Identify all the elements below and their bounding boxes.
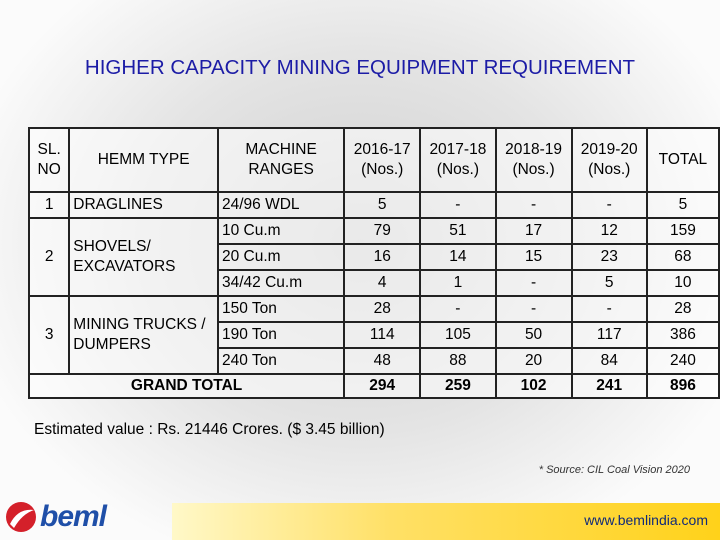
data-row: 34/42 Cu.m 4 1-5 10 xyxy=(29,269,720,297)
requirement-table: SL. NO HEMM TYPE MACHINE RANGES 2016-17 (No… xyxy=(27,127,720,399)
header-cell: MACHINE RANGES xyxy=(216,127,346,193)
header-cell: 2017-18 (Nos.) xyxy=(419,127,497,193)
value-cell: 114 xyxy=(343,321,422,349)
header-cell: 2019-20 (Nos.) xyxy=(570,127,648,193)
slide-title: HIGHER CAPACITY MINING EQUIPMENT REQUIRE… xyxy=(84,56,636,79)
value-cell: 28 xyxy=(645,295,720,323)
data-row: 190 Ton 114 105 50 117 386 xyxy=(29,321,720,349)
grand-total-label: GRAND TOTAL xyxy=(27,373,346,399)
sl-cell: 2 xyxy=(27,217,71,297)
value-cell: - xyxy=(494,191,573,219)
range-cell: 10 Cu.m xyxy=(216,217,346,245)
value-cell: - xyxy=(419,191,497,219)
value-cell: 68 xyxy=(645,243,720,271)
data-row: 3 MINING TRUCKS / DUMPERS 150 Ton 28- - -28 xyxy=(27,295,720,375)
value-cell: 51 xyxy=(419,217,497,245)
header-cell: 2018-19 (Nos.) xyxy=(494,127,573,193)
value-cell: - xyxy=(419,295,497,323)
value-cell: - xyxy=(494,295,573,323)
type-cell: DRAGLINES xyxy=(68,191,219,219)
range-cell: 240 Ton xyxy=(216,347,346,375)
sl-cell: 3 xyxy=(27,295,71,375)
value-cell: 17 xyxy=(494,217,573,245)
data-row: 1 DRAGLINES 24/96 WDL 5- - -5 xyxy=(27,191,720,219)
value-cell: 16 xyxy=(343,243,422,271)
value-cell: 386 xyxy=(645,321,720,349)
grand-total-cell: 102 xyxy=(494,373,573,399)
range-cell: 190 Ton xyxy=(216,321,346,349)
data-row: 2 SHOVELS/ EXCAVATORS 10 Cu.m 79 51 17 12 159 xyxy=(27,217,720,297)
value-cell: 23 xyxy=(570,243,648,271)
value-cell: 117 xyxy=(570,321,648,349)
range-cell: 20 Cu.m xyxy=(216,243,346,271)
value-cell: 84 xyxy=(570,347,648,375)
value-cell: 10 xyxy=(645,269,720,297)
value-cell: 4 xyxy=(343,269,422,297)
type-cell: MINING TRUCKS / DUMPERS xyxy=(68,295,219,375)
value-cell: 1 xyxy=(419,269,497,297)
estimate-note: Estimated value : Rs. 21446 Crores. ($ 3… xyxy=(34,421,385,438)
grand-total-cell: 896 xyxy=(645,373,720,399)
value-cell: 240 xyxy=(645,347,720,375)
value-cell: 48 xyxy=(343,347,422,375)
logo-mark xyxy=(6,502,36,532)
value-cell: 5 xyxy=(645,191,720,219)
footer-url: www.bemlindia.com xyxy=(584,512,708,528)
data-row: 20 Cu.m 16 14 15 23 68 xyxy=(29,243,720,271)
header-row: SL. NO HEMM TYPE MACHINE RANGES 2016-17 (No… xyxy=(27,127,720,193)
source-note: * Source: CIL Coal Vision 2020 xyxy=(538,464,690,476)
grand-total-cell: 259 xyxy=(419,373,497,399)
value-cell: 50 xyxy=(494,321,573,349)
value-cell: 20 xyxy=(494,347,573,375)
value-cell: 88 xyxy=(419,347,497,375)
sl-cell: 1 xyxy=(27,191,71,219)
type-cell: SHOVELS/ EXCAVATORS xyxy=(68,217,219,297)
logo-text: beml xyxy=(40,500,107,533)
footer-bar: www.bemlindia.com xyxy=(172,503,720,540)
value-cell: 12 xyxy=(570,217,648,245)
data-row: 240 Ton 48 88 20 84 240 xyxy=(29,347,720,375)
range-cell: 34/42 Cu.m xyxy=(216,269,346,297)
value-cell: 79 xyxy=(343,217,422,245)
value-cell: - xyxy=(570,295,648,323)
value-cell: 105 xyxy=(419,321,497,349)
value-cell: 5 xyxy=(343,191,422,219)
value-cell: 5 xyxy=(570,269,648,297)
range-cell: 150 Ton xyxy=(216,295,346,323)
value-cell: 159 xyxy=(645,217,720,245)
grand-total-cell: 241 xyxy=(570,373,648,399)
grand-total-cell: 294 xyxy=(343,373,422,399)
header-cell: SL. NO xyxy=(27,127,71,193)
value-cell: 15 xyxy=(494,243,573,271)
header-cell: 2016-17 (Nos.) xyxy=(343,127,422,193)
header-cell: HEMM TYPE xyxy=(68,127,219,193)
grand-total-row: GRAND TOTAL 294 259 102 241 896 xyxy=(27,373,720,399)
value-cell: 28 xyxy=(343,295,422,323)
range-cell: 24/96 WDL xyxy=(216,191,346,219)
value-cell: - xyxy=(494,269,573,297)
value-cell: 14 xyxy=(419,243,497,271)
header-cell: TOTAL xyxy=(645,127,720,193)
value-cell: - xyxy=(570,191,648,219)
